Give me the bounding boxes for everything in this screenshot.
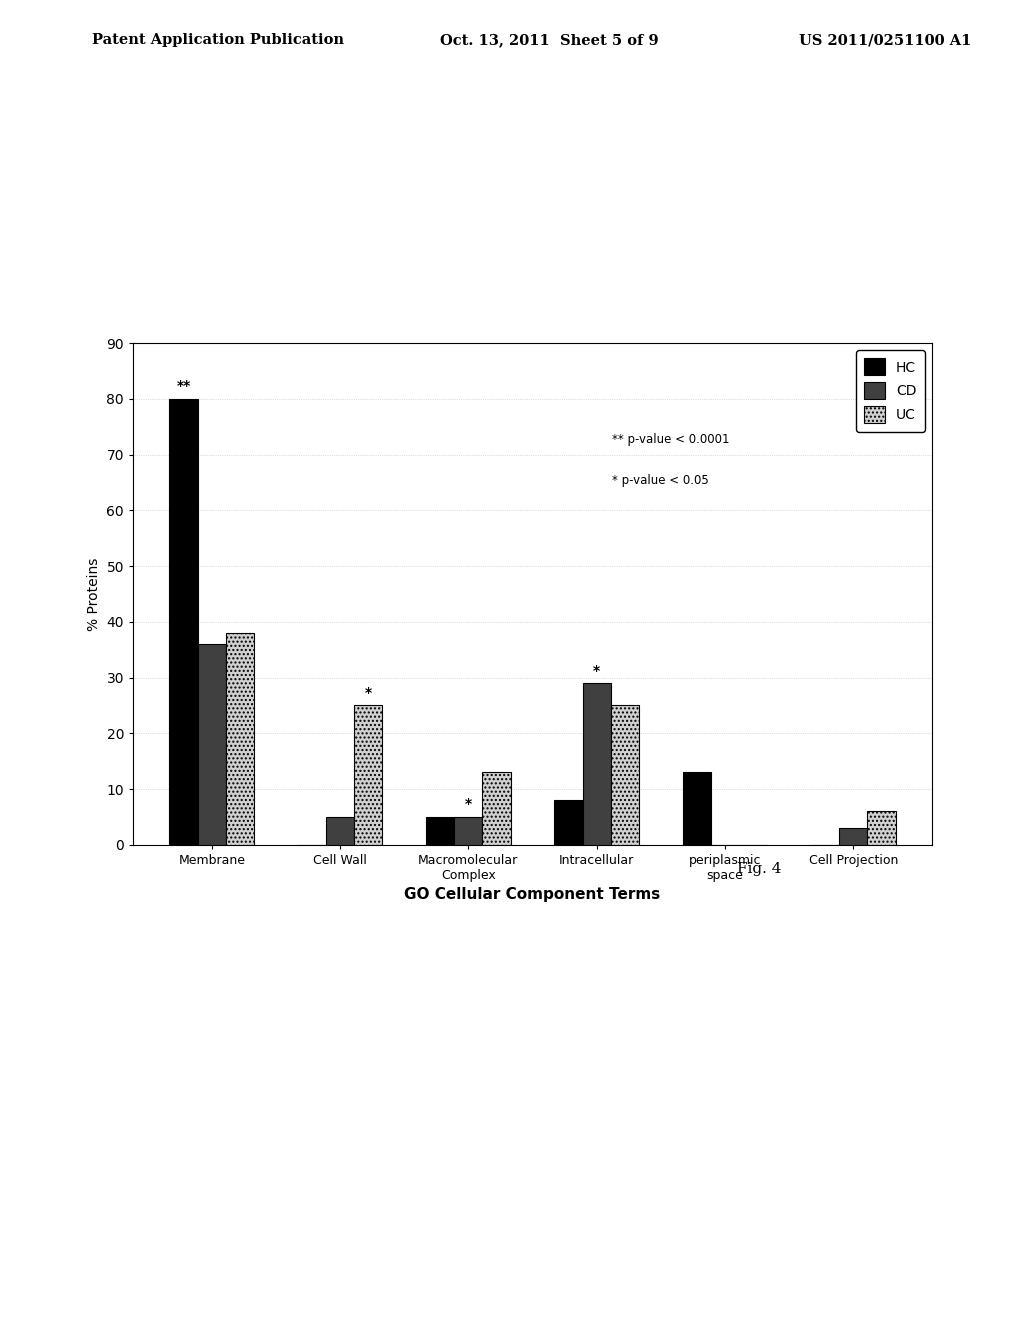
Bar (554, 800, 583, 845)
X-axis label: GO Cellular Component Terms: GO Cellular Component Terms (404, 887, 660, 903)
Bar (839, 828, 867, 845)
Bar (867, 812, 896, 845)
Bar (198, 644, 226, 845)
Bar (326, 817, 354, 845)
Text: * p-value < 0.05: * p-value < 0.05 (612, 474, 709, 487)
Text: *: * (593, 664, 600, 677)
Bar (482, 772, 511, 845)
Text: Oct. 13, 2011  Sheet 5 of 9: Oct. 13, 2011 Sheet 5 of 9 (440, 33, 659, 48)
Text: Fig. 4: Fig. 4 (737, 862, 781, 876)
Bar (169, 399, 198, 845)
Text: ** p-value < 0.0001: ** p-value < 0.0001 (612, 433, 730, 446)
Bar (610, 705, 639, 845)
Bar (426, 817, 455, 845)
Bar (455, 817, 482, 845)
Text: *: * (365, 686, 372, 700)
Text: US 2011/0251100 A1: US 2011/0251100 A1 (799, 33, 971, 48)
Text: *: * (465, 797, 472, 812)
Bar (683, 772, 711, 845)
Text: Patent Application Publication: Patent Application Publication (92, 33, 344, 48)
Legend: HC, CD, UC: HC, CD, UC (856, 350, 925, 432)
Bar (583, 684, 610, 845)
Bar (226, 634, 254, 845)
Bar (354, 705, 382, 845)
Y-axis label: % Proteins: % Proteins (87, 557, 101, 631)
Text: **: ** (176, 379, 190, 393)
